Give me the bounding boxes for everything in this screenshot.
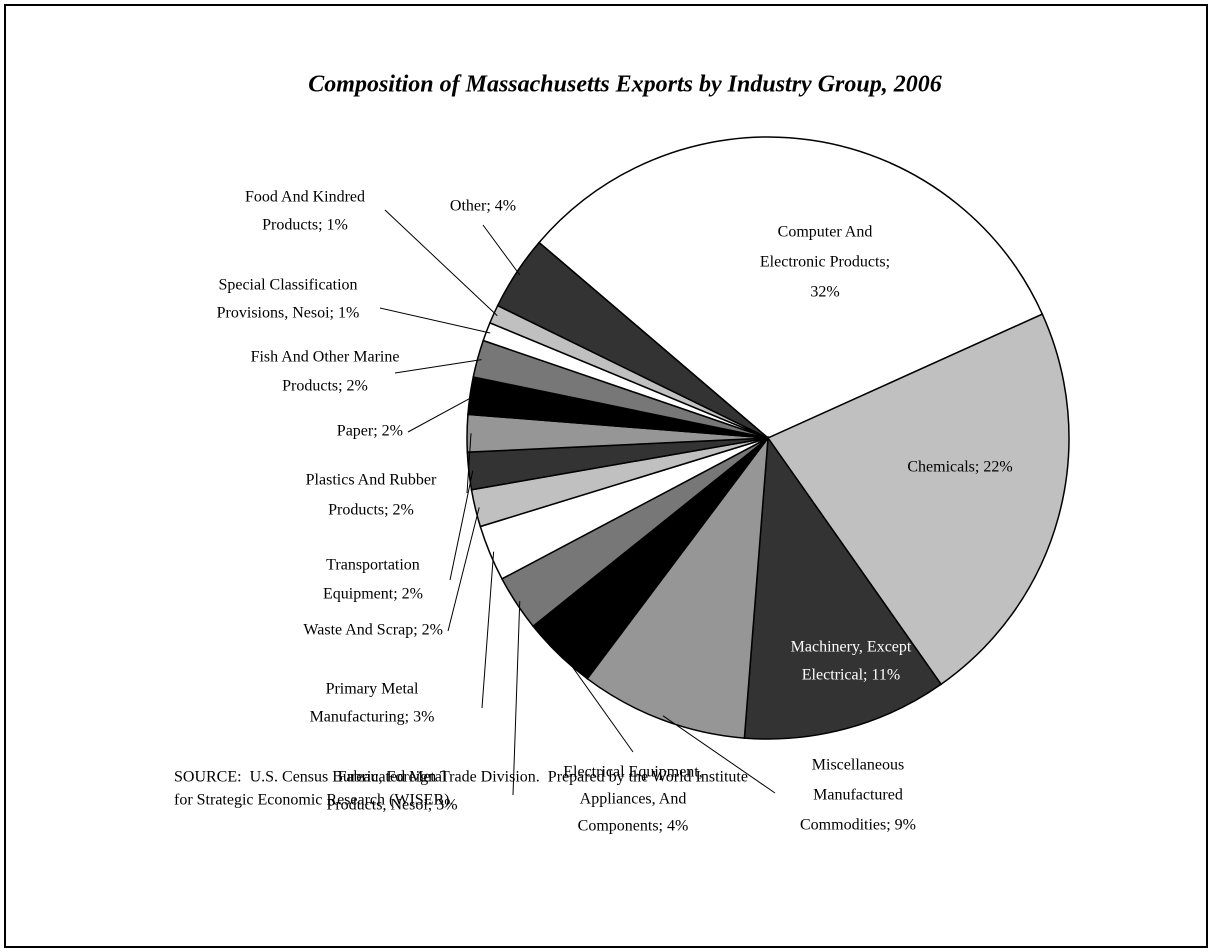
slice-label: Special Classification [218,277,357,294]
leader-line [482,224,521,276]
pie-slice [586,435,769,739]
slice-label: Products; 2% [328,502,414,519]
leader-line [394,359,482,374]
slice-label: Other; 4% [450,198,516,215]
slice-label: Commodities; 9% [800,817,916,834]
slice-label: Computer And [778,224,873,241]
slice-label: Machinery, Except [791,639,912,656]
slice-label: Transportation [326,557,420,574]
slice-label: Equipment; 2% [323,586,423,603]
chart-title: Composition of Massachusetts Exports by … [308,72,941,98]
slice-label: Products, Nesoi; 3% [326,797,457,814]
pie-slice [766,313,1070,686]
slice-label: 32% [810,284,839,301]
source-note: for Strategic Economic Research (WISER). [174,792,453,809]
slice-label: Provisions, Nesoi; 1% [217,305,360,322]
slice-label: Appliances, And [580,791,687,808]
slice-label: Electrical Equipment, [563,764,703,781]
source-note: SOURCE: U.S. Census Bureau, Foreign Trad… [174,769,748,786]
leader-line [449,470,474,581]
slice-label: Components; 4% [578,818,689,835]
slice-label: Primary Metal [326,681,419,698]
leader-line [447,507,480,632]
slice-label: Electrical; 11% [802,667,900,684]
leader-line [466,433,472,494]
slice-label: Waste And Scrap; 2% [303,622,443,639]
leader-line [560,650,634,753]
slice-label: Food And Kindred [245,189,365,206]
slice-label: Products; 2% [282,378,368,395]
leader-line [379,307,491,334]
pie-slice [496,241,769,439]
leader-line [512,601,521,796]
slice-label: Manufacturing; 3% [310,709,435,726]
slice-label: Paper; 2% [337,423,403,440]
leader-line [481,551,495,709]
leader-line [407,395,475,433]
leader-line [384,209,498,317]
slice-label: Miscellaneous [812,757,904,774]
slice-label: Electronic Products; [760,254,890,271]
pie-slice [538,136,1044,439]
slice-label: Fabricated Metal [338,769,447,786]
slice-label: Chemicals; 22% [907,459,1012,476]
leader-line [662,715,776,794]
slice-label: Plastics And Rubber [306,472,437,489]
slice-label: Products; 1% [262,217,348,234]
slice-label: Fish And Other Marine [251,349,400,366]
pie-slice [743,435,943,740]
slice-label: Manufactured [813,787,903,804]
